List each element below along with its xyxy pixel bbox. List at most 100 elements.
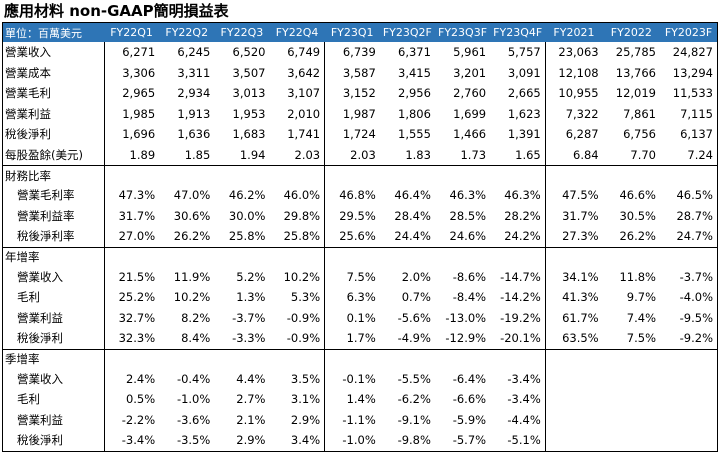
column-header: FY2023F (660, 22, 718, 42)
table-cell (603, 430, 660, 451)
table-cell: 46.3% (449, 188, 487, 203)
table-cell: 1,696 (103, 124, 160, 145)
table-cell: 1.3% (236, 290, 266, 305)
table-cell: 1.83 (405, 147, 431, 162)
table-cell: 1.4% (324, 389, 380, 410)
table-cell: -3.7% (679, 269, 713, 284)
row-label: 營業收入 (17, 371, 63, 386)
table-cell: 31.7% (103, 205, 160, 226)
table-cell: -1.0% (324, 430, 380, 451)
table-cell: 2,934 (177, 86, 211, 101)
empty-cell (269, 246, 325, 267)
table-cell: 46.4% (394, 188, 431, 203)
empty-cell (103, 165, 160, 185)
table-cell: 29.5% (324, 205, 380, 226)
table-cell: 6,520 (232, 45, 266, 60)
table-cell: -3.7% (232, 310, 266, 325)
table-cell: 3,587 (324, 62, 380, 83)
empty-cell (103, 246, 160, 267)
table-cell: 5,961 (453, 45, 487, 60)
table-cell: -4.9% (397, 331, 431, 346)
table-cell: 2.7% (236, 392, 266, 407)
table-cell: 10.2% (283, 269, 321, 284)
table-cell: -0.9% (286, 331, 321, 346)
table-cell (660, 430, 718, 451)
empty-cell (214, 348, 270, 369)
table-cell: 7,115 (680, 106, 713, 121)
table-cell: 1,623 (507, 106, 541, 121)
table-cell: 24.4% (394, 229, 431, 244)
column-header: FY2021 (545, 22, 603, 42)
table-row: 營業收入 2.4% -0.4% 4.4% 3.5% -0.1% -5.5% -6.4% -3.4… (3, 368, 718, 389)
empty-cell (660, 165, 718, 185)
table-cell (544, 430, 603, 451)
table-cell: 0.1% (324, 307, 380, 328)
table-cell: 6,137 (680, 127, 713, 142)
table-cell: -9.1% (397, 412, 431, 427)
section-header-row: 季增率 (2, 348, 718, 369)
table-cell: 3,415 (398, 65, 431, 80)
table-row: 毛利 0.5% -1.0% 2.7% 3.1% 1.4% -6.2% -6.6% -3.4% (3, 389, 718, 410)
table-cell: 1,683 (232, 127, 266, 142)
empty-cell (544, 165, 603, 185)
table-cell: -6.4% (452, 371, 487, 386)
empty-cell (103, 348, 160, 369)
table-cell: -8.4% (452, 290, 487, 305)
table-row: 營業收入 21.5% 11.9% 5.2% 10.2% 7.5% 2.0% -8.6% -14.… (3, 266, 718, 287)
table-cell: 34.1% (544, 266, 603, 287)
table-cell: -1.1% (324, 409, 380, 430)
table-cell: -3.4% (103, 430, 160, 451)
table-cell: 25.6% (324, 226, 380, 247)
table-row: 營業成本 3,306 3,311 3,507 3,642 3,587 3,415 3,201 3… (3, 62, 718, 83)
empty-cell (660, 246, 718, 267)
section-header-row: 年增率 (2, 246, 718, 267)
empty-cell (434, 348, 491, 369)
empty-cell (159, 165, 215, 185)
table-cell: 3.4% (290, 433, 321, 448)
table-cell: 6,245 (177, 45, 211, 60)
table-cell: 2.03 (294, 147, 321, 162)
table-cell: 6,271 (103, 42, 160, 63)
table-cell: 1,987 (324, 103, 380, 124)
table-cell: -3.4% (507, 392, 541, 407)
table-cell: 3,107 (287, 86, 321, 101)
table-cell: 1.65 (515, 147, 541, 162)
table-cell: 41.3% (544, 287, 603, 308)
table-cell: -4.0% (679, 290, 713, 305)
table-cell: 46.3% (504, 188, 541, 203)
empty-cell (434, 246, 491, 267)
table-cell: 8.2% (181, 310, 211, 325)
section-header: 年增率 (2, 246, 104, 267)
table-cell: -6.6% (452, 392, 487, 407)
table-cell: 32.7% (103, 307, 160, 328)
table-cell: 11,533 (672, 86, 713, 101)
income-statement-table: 單位：百萬美元 FY22Q1 FY22Q2 FY22Q3 FY22Q4 FY23… (2, 22, 718, 452)
table-cell: 47.0% (173, 188, 211, 203)
table-cell: 47.5% (544, 185, 603, 206)
table-cell: 1.7% (324, 328, 380, 349)
table-cell (544, 409, 603, 430)
column-header: FY22Q1 (104, 22, 160, 42)
table-cell: 63.5% (544, 328, 603, 349)
table-cell: 3,091 (507, 65, 541, 80)
table-cell: 2,956 (398, 86, 431, 101)
table-cell: 5,757 (507, 45, 541, 60)
column-header: FY23Q3F (434, 22, 491, 42)
table-cell: 30.5% (619, 208, 656, 223)
table-row: 稅後淨利率 27.0% 26.2% 25.8% 25.8% 25.6% 24.4% 24.6%… (3, 226, 718, 247)
table-cell: 6,739 (324, 42, 380, 63)
empty-cell (544, 348, 603, 369)
table-cell: -1.0% (176, 392, 211, 407)
table-cell: 32.3% (103, 328, 160, 349)
row-label: 營業利益率 (17, 208, 75, 223)
table-cell: 0.5% (103, 389, 160, 410)
empty-cell (269, 165, 325, 185)
empty-cell (602, 348, 660, 369)
table-cell: 3,152 (324, 83, 380, 104)
column-header: FY22Q2 (159, 22, 215, 42)
table-cell: 12,108 (544, 62, 603, 83)
table-cell: 46.0% (283, 188, 321, 203)
row-label: 營業收入 (5, 45, 51, 60)
table-cell: -13.0% (445, 310, 487, 325)
